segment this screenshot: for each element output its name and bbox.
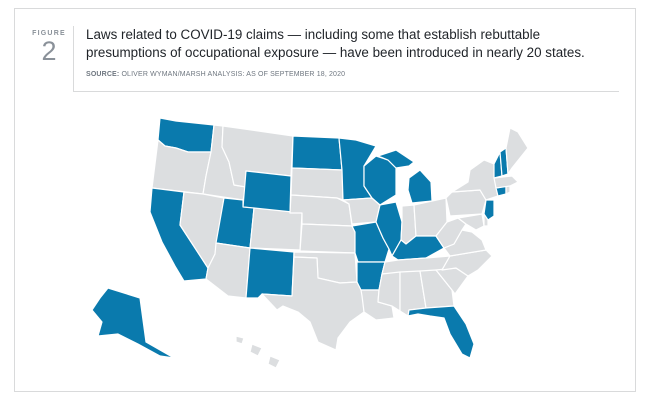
- state-AK: [91, 287, 175, 359]
- state-GA: [419, 269, 455, 309]
- state-ME: [505, 127, 529, 175]
- figure-divider: [73, 26, 74, 92]
- source-text: OLIVER WYMAN/MARSH ANALYSIS: AS OF SEPTE…: [121, 71, 346, 78]
- header-rule: [73, 91, 619, 92]
- source-label: SOURCE:: [86, 71, 120, 78]
- figure-source: SOURCE: OLIVER WYMAN/MARSH ANALYSIS: AS …: [86, 71, 345, 78]
- state-RI: [505, 185, 511, 195]
- state-ND: [291, 135, 343, 171]
- state-MA: [493, 175, 519, 189]
- state-MD: [457, 213, 485, 231]
- state-WY: [242, 170, 292, 214]
- figure-label: FIGURE 2: [28, 30, 70, 65]
- state-HI: [235, 335, 281, 369]
- state-CO: [249, 207, 303, 251]
- figure-title: Laws related to COVID-19 claims — includ…: [86, 27, 585, 60]
- state-NJ: [483, 199, 495, 221]
- state-NM: [245, 247, 295, 299]
- state-KS: [299, 223, 356, 254]
- figure-number: 2: [41, 36, 57, 66]
- state-FL: [407, 305, 475, 359]
- state-TX: [261, 256, 365, 351]
- state-PA: [445, 189, 487, 217]
- figure-word: FIGURE: [32, 30, 66, 37]
